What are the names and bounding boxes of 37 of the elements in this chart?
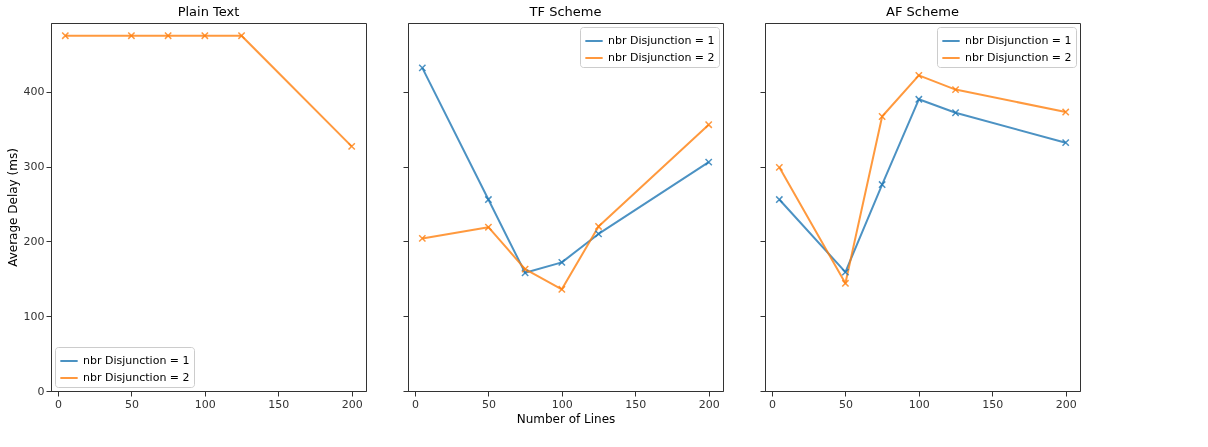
legend-label: nbr Disjunction = 1 xyxy=(608,34,715,47)
legend-label: nbr Disjunction = 2 xyxy=(608,51,715,64)
y-tick-label: 0 xyxy=(37,384,45,398)
x-tick-label: 200 xyxy=(341,397,363,411)
point xyxy=(1061,138,1070,147)
y-tick-label: 200 xyxy=(23,234,45,248)
y-tick-label: 100 xyxy=(23,309,45,323)
y-tick-label: 300 xyxy=(23,160,45,174)
point xyxy=(594,222,603,231)
chart-title: TF Scheme xyxy=(528,4,602,19)
x-tick-label: 100 xyxy=(551,397,573,411)
x-axis-title: Number of Lines xyxy=(516,411,616,426)
chart-title: Plain Text xyxy=(177,4,240,19)
y-tick-label: 400 xyxy=(23,85,45,99)
x-tick-label: 200 xyxy=(698,397,720,411)
point xyxy=(521,265,530,273)
point xyxy=(775,163,784,172)
x-tick-label: 0 xyxy=(768,397,776,411)
x-tick-label: 100 xyxy=(908,397,930,411)
point xyxy=(951,85,960,94)
x-tick-label: 200 xyxy=(1055,397,1077,411)
x-tick-label: 0 xyxy=(54,397,62,411)
x-tick-label: 150 xyxy=(268,397,290,411)
x-tick-label: 50 xyxy=(838,397,853,411)
x-tick-label: 0 xyxy=(411,397,419,411)
x-tick-label: 150 xyxy=(982,397,1004,411)
point xyxy=(704,120,713,129)
x-tick-label: 50 xyxy=(481,397,496,411)
x-tick-label: 150 xyxy=(625,397,647,411)
legend-label: nbr Disjunction = 1 xyxy=(83,354,190,367)
legend-label: nbr Disjunction = 2 xyxy=(965,51,1072,64)
legend-label: nbr Disjunction = 1 xyxy=(965,34,1072,47)
x-tick-label: 100 xyxy=(194,397,216,411)
chart-title: AF Scheme xyxy=(886,4,959,19)
legend-label: nbr Disjunction = 2 xyxy=(83,371,190,384)
x-tick-label: 50 xyxy=(124,397,139,411)
y-axis-title: Average Delay (ms) xyxy=(5,148,20,267)
